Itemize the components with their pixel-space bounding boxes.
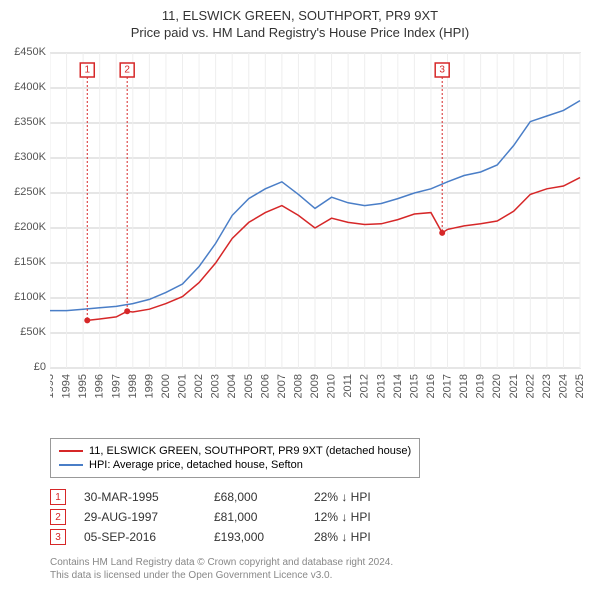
x-tick-label: 2006 [259,374,271,398]
footer-line2: This data is licensed under the Open Gov… [50,569,590,582]
x-tick-label: 2018 [458,374,470,398]
y-tick-label: £50K [0,326,46,338]
sale-marker-number: 3 [439,65,445,76]
x-tick-label: 2003 [210,374,222,398]
x-tick-label: 1995 [77,374,89,398]
legend-label-1: 11, ELSWICK GREEN, SOUTHPORT, PR9 9XT (d… [89,445,411,457]
x-tick-label: 2002 [193,374,205,398]
chart-area: 1993 1994 1995 1996 1997 1998 1999 2000 2001 2002… [50,48,585,413]
y-tick-label: £200K [0,221,46,233]
x-tick-label: 2016 [425,374,437,398]
sale-marker-number: 2 [124,65,130,76]
legend-box: 11, ELSWICK GREEN, SOUTHPORT, PR9 9XT (d… [50,438,420,478]
x-tick-label: 1996 [94,374,106,398]
x-tick-label: 2009 [309,374,321,398]
sale-delta-3: 28% ↓ HPI [314,530,414,544]
title-line1: 11, ELSWICK GREEN, SOUTHPORT, PR9 9XT [0,8,600,23]
x-tick-label: 2020 [491,374,503,398]
title-block: 11, ELSWICK GREEN, SOUTHPORT, PR9 9XT Pr… [0,0,600,40]
x-tick-label: 2001 [177,374,189,398]
chart-svg: 1993 1994 1995 1996 1997 1998 1999 2000 2001 2002… [50,48,585,413]
x-tick-label: 1994 [61,374,73,398]
legend-row-2: HPI: Average price, detached house, Seft… [59,459,411,471]
x-tick-label: 2021 [508,374,520,398]
sale-row-2: 2 29-AUG-1997 £81,000 12% ↓ HPI [50,509,414,525]
x-tick-label: 2005 [243,374,255,398]
y-tick-label: £350K [0,116,46,128]
x-tick-label: 2022 [524,374,536,398]
y-tick-label: £0 [0,361,46,373]
sale-marker-dot [84,317,90,323]
sale-price-1: £68,000 [214,490,314,504]
x-tick-label: 1998 [127,374,139,398]
x-tick-label: 2024 [557,374,569,398]
sale-delta-2: 12% ↓ HPI [314,510,414,524]
sale-date-1: 30-MAR-1995 [84,490,214,504]
y-tick-label: £300K [0,151,46,163]
footer-text: Contains HM Land Registry data © Crown c… [50,556,590,582]
sale-marker-dot [124,308,130,314]
y-tick-label: £250K [0,186,46,198]
sale-price-2: £81,000 [214,510,314,524]
plot-group: 1993 1994 1995 1996 1997 1998 1999 2000 2001 2002… [50,53,585,398]
sale-price-3: £193,000 [214,530,314,544]
x-tick-label: 2025 [574,374,585,398]
y-tick-label: £450K [0,46,46,58]
sales-table: 1 30-MAR-1995 £68,000 22% ↓ HPI 2 29-AUG… [50,485,414,549]
sale-marker-1: 1 [50,489,66,505]
sale-delta-1: 22% ↓ HPI [314,490,414,504]
footer-line1: Contains HM Land Registry data © Crown c… [50,556,590,569]
x-tick-label: 2004 [226,374,238,398]
sale-marker-dot [439,230,445,236]
legend-row-1: 11, ELSWICK GREEN, SOUTHPORT, PR9 9XT (d… [59,445,411,457]
x-tick-label: 1997 [110,374,122,398]
x-tick-label: 2017 [442,374,454,398]
y-tick-label: £100K [0,291,46,303]
x-tick-label: 2008 [292,374,304,398]
legend-label-2: HPI: Average price, detached house, Seft… [89,459,303,471]
sale-marker-number: 1 [84,65,90,76]
y-tick-label: £400K [0,81,46,93]
x-tick-label: 2012 [359,374,371,398]
sale-date-3: 05-SEP-2016 [84,530,214,544]
title-line2: Price paid vs. HM Land Registry's House … [0,25,600,40]
x-tick-label: 2013 [375,374,387,398]
sale-marker-2: 2 [50,509,66,525]
x-tick-label: 2010 [326,374,338,398]
x-tick-label: 2011 [342,374,354,398]
legend-swatch-1 [59,450,83,452]
x-tick-label: 1999 [143,374,155,398]
sale-row-1: 1 30-MAR-1995 £68,000 22% ↓ HPI [50,489,414,505]
chart-container: 11, ELSWICK GREEN, SOUTHPORT, PR9 9XT Pr… [0,0,600,590]
sale-date-2: 29-AUG-1997 [84,510,214,524]
x-tick-label: 2023 [541,374,553,398]
x-tick-label: 2000 [160,374,172,398]
sale-marker-3: 3 [50,529,66,545]
x-tick-label: 2007 [276,374,288,398]
x-tick-label: 2015 [408,374,420,398]
x-tick-label: 2014 [392,374,404,398]
x-tick-label: 1993 [50,374,56,398]
y-tick-label: £150K [0,256,46,268]
legend-swatch-2 [59,464,83,466]
sale-row-3: 3 05-SEP-2016 £193,000 28% ↓ HPI [50,529,414,545]
x-tick-label: 2019 [475,374,487,398]
